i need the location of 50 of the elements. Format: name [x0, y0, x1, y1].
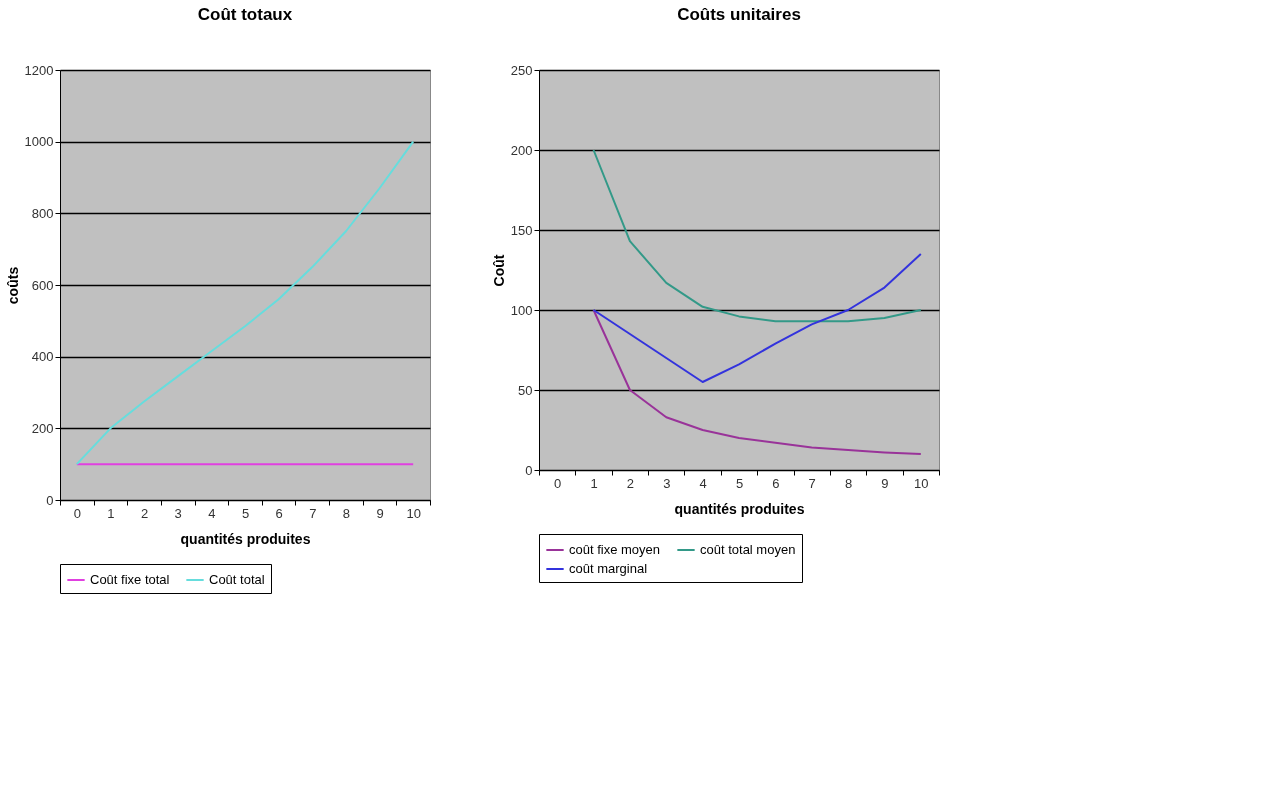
y-axis-title: coûts [4, 266, 21, 305]
x-tick-label: 5 [241, 505, 250, 521]
x-tick-label: 3 [174, 505, 182, 521]
x-tick-label: 0 [73, 505, 81, 521]
x-tick-label: 6 [772, 475, 780, 491]
x-tick-label: 10 [406, 505, 421, 521]
x-tick-label: 4 [699, 475, 707, 491]
chart-title: Coûts unitaires [677, 5, 801, 24]
y-axis-title: Coût [490, 254, 507, 287]
x-tick-label: 9 [376, 505, 384, 521]
chart-title: Coût totaux [197, 5, 293, 24]
y-tick-label: 600 [31, 277, 54, 293]
x-tick-label: 5 [735, 475, 744, 491]
y-tick-label: 1000 [24, 134, 54, 150]
line-series [592, 309, 922, 455]
y-tick-label: 200 [510, 142, 533, 158]
y-tick-label: 150 [510, 222, 533, 238]
legend-label: coût fixe moyen [569, 542, 661, 557]
x-tick-label: 3 [663, 475, 671, 491]
x-tick-label: 1 [590, 475, 598, 491]
y-tick-label: 400 [31, 349, 54, 365]
line-series [592, 253, 922, 383]
line-series [75, 140, 415, 466]
legend-label: coût marginal [569, 561, 648, 576]
y-tick-label: 0 [525, 462, 533, 478]
x-tick-label: 2 [140, 505, 149, 521]
x-tick-label: 8 [342, 505, 351, 521]
x-tick-label: 7 [309, 505, 317, 521]
x-tick-label: 4 [208, 505, 216, 521]
y-tick-label: 0 [46, 492, 54, 508]
x-axis-title: quantités produites [674, 500, 805, 517]
x-tick-label: 1 [107, 505, 115, 521]
legend-label: Coût total [209, 572, 265, 587]
line-series [592, 149, 922, 323]
x-tick-label: 0 [554, 475, 562, 491]
legend-label: Coût fixe total [90, 572, 170, 587]
x-axis-title: quantités produites [180, 530, 311, 547]
y-tick-label: 200 [31, 420, 54, 436]
x-tick-label: 9 [881, 475, 889, 491]
x-tick-label: 10 [914, 475, 929, 491]
y-tick-label: 250 [510, 62, 533, 78]
y-tick-label: 50 [518, 382, 533, 398]
y-tick-label: 800 [31, 205, 54, 221]
x-tick-label: 8 [844, 475, 853, 491]
y-tick-label: 1200 [24, 62, 54, 78]
legend-label: coût total moyen [700, 542, 796, 557]
x-tick-label: 2 [626, 475, 635, 491]
y-tick-label: 100 [510, 302, 533, 318]
x-tick-label: 7 [808, 475, 816, 491]
x-tick-label: 6 [275, 505, 283, 521]
